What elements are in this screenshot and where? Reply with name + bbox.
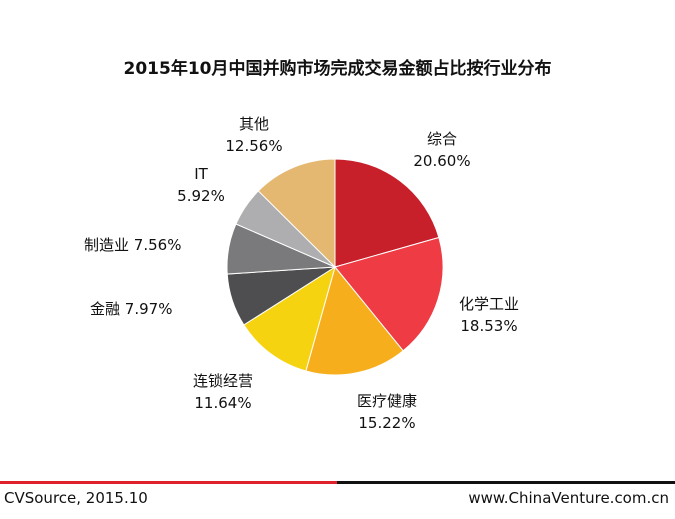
slice-label-zhizao: 制造业 7.56% bbox=[84, 234, 181, 256]
slice-value-text: 15.22% bbox=[358, 414, 416, 432]
pie-slice-2 bbox=[305, 265, 404, 376]
slice-value-text: 7.56% bbox=[133, 236, 182, 254]
pie-slice-1 bbox=[334, 236, 444, 352]
footer-source: CVSource, 2015.10 bbox=[4, 489, 148, 507]
slice-value-text: 7.97% bbox=[124, 300, 173, 318]
slice-value-text: 12.56% bbox=[225, 137, 283, 155]
slice-label-yiliao: 医疗健康 15.22% bbox=[340, 390, 434, 434]
slice-label-jinrong: 金融 7.97% bbox=[90, 298, 172, 320]
slice-label-liansuo: 连锁经营 11.64% bbox=[176, 370, 270, 414]
slice-value-text: 18.53% bbox=[460, 317, 518, 335]
slice-label-text: 制造业 bbox=[84, 236, 130, 254]
slice-label-qita: 其他 12.56% bbox=[214, 113, 294, 157]
slice-label-zonghe: 综合 20.60% bbox=[402, 128, 482, 172]
chart-title: 2015年10月中国并购市场完成交易金额占比按行业分布 bbox=[123, 59, 552, 79]
pie-slice-7 bbox=[257, 158, 336, 269]
slice-value-text: 5.92% bbox=[177, 187, 225, 205]
slice-label-text: 金融 bbox=[90, 300, 121, 318]
pie-slice-3 bbox=[243, 265, 336, 372]
slice-label-text: 化学工业 bbox=[458, 295, 519, 313]
slice-value-text: 11.64% bbox=[194, 394, 252, 412]
slice-label-huaxue: 化学工业 18.53% bbox=[442, 293, 536, 337]
slice-label-text: 其他 bbox=[238, 115, 269, 133]
footer-divider-black bbox=[337, 481, 675, 484]
footer-website-link[interactable]: www.ChinaVenture.com.cn bbox=[468, 489, 669, 507]
footer-divider-red bbox=[0, 481, 337, 484]
slice-label-it: IT 5.92% bbox=[168, 163, 234, 207]
pie-slice-0 bbox=[334, 158, 440, 268]
slice-value-text: 20.60% bbox=[413, 152, 471, 170]
slice-label-text: 连锁经营 bbox=[192, 372, 253, 390]
slice-label-text: 综合 bbox=[426, 130, 457, 148]
slice-label-text: IT bbox=[194, 165, 208, 183]
slice-label-text: 医疗健康 bbox=[356, 392, 417, 410]
